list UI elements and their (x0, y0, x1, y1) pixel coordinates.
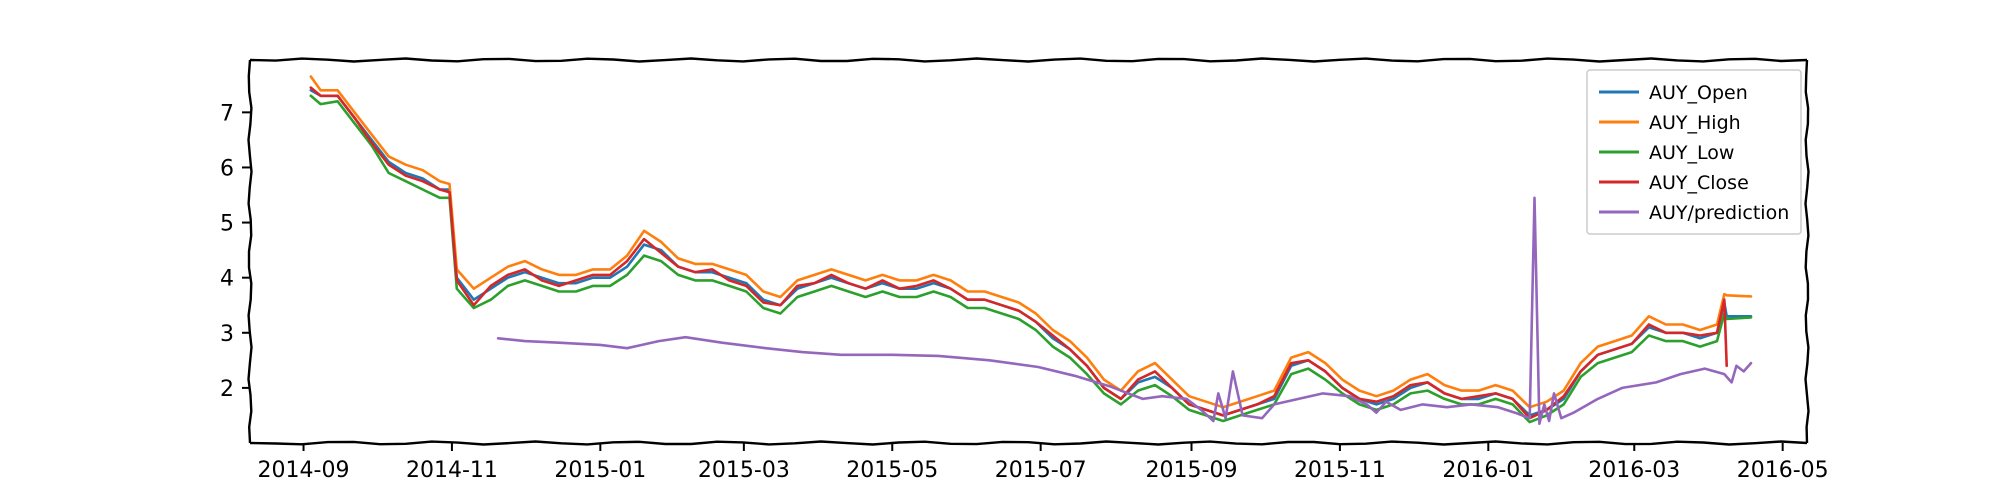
frame-right (1804, 59, 1810, 444)
y-tick-label: 4 (220, 267, 234, 292)
series-line-auy-high (309, 75, 1753, 409)
series-line-auy-close (309, 86, 1728, 420)
x-tick-label: 2016-05 (1737, 458, 1829, 483)
x-axis: 2014-09 2014-11 2015-01 2015-03 2015-05 2015-… (258, 443, 1829, 483)
y-tick-label: 3 (220, 322, 234, 347)
x-tick-label: 2016-03 (1588, 458, 1680, 483)
x-tick-label: 2014-09 (258, 458, 350, 483)
y-tick-label: 5 (220, 212, 234, 237)
x-tick-label: 2015-11 (1294, 458, 1386, 483)
legend-label: AUY_High (1649, 112, 1741, 134)
y-tick-label: 2 (220, 377, 234, 402)
legend-label: AUY/prediction (1649, 202, 1789, 224)
legend-label: AUY_Close (1649, 172, 1749, 194)
legend: AUY_Open AUY_High AUY_Low AUY_Close AUY/pred… (1586, 69, 1802, 235)
x-tick-label: 2015-05 (846, 458, 938, 483)
frame-bottom (249, 440, 1808, 446)
y-tick-label: 6 (220, 156, 234, 181)
legend-label: AUY_Low (1649, 142, 1734, 164)
x-tick-label: 2015-07 (995, 458, 1087, 483)
x-tick-label: 2015-03 (698, 458, 790, 483)
y-tick-label: 7 (220, 101, 234, 126)
x-tick-label: 2015-09 (1146, 458, 1238, 483)
legend-box (1586, 69, 1802, 235)
x-tick-label: 2015-01 (554, 458, 646, 483)
series-layer (309, 75, 1753, 425)
plot-frame (247, 57, 1810, 446)
y-axis: 2 3 4 5 6 7 (220, 101, 250, 402)
frame-left (247, 59, 253, 444)
series-line-auy-prediction (496, 196, 1753, 425)
x-tick-label: 2016-01 (1442, 458, 1534, 483)
x-tick-label: 2014-11 (406, 458, 498, 483)
series-line-auy-low (309, 94, 1753, 424)
frame-top (249, 57, 1808, 63)
legend-label: AUY_Open (1649, 82, 1748, 104)
